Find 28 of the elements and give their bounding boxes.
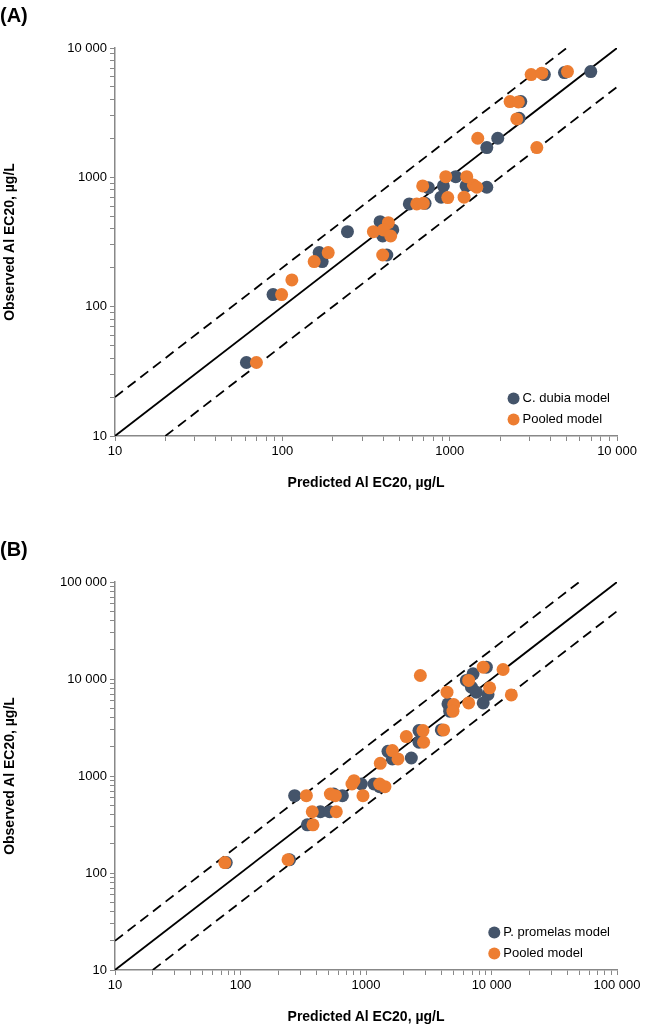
y-axis-title: Observed Al EC20, µg/L	[1, 162, 18, 321]
legend-label: C. dubia model	[522, 390, 611, 406]
legend-label: Pooled model	[503, 945, 583, 961]
legend-label: P. promelas model	[503, 924, 611, 940]
x-tick-label: 10	[107, 443, 123, 459]
y-axis-title: Observed Al EC20, µg/L	[1, 696, 18, 855]
y-tick-label: 1000	[78, 168, 107, 184]
legend-label: Pooled model	[522, 411, 603, 427]
x-tick-label: 10 000	[471, 977, 512, 993]
x-tick-label: 1000	[435, 443, 465, 459]
x-tick-label: 1000	[351, 977, 381, 993]
y-tick-label: 10 000	[67, 39, 107, 55]
y-tick-label: 10	[92, 961, 107, 977]
y-tick-label: 100 000	[60, 573, 107, 589]
x-tick-label: 100	[271, 443, 294, 459]
y-tick-label: 10 000	[67, 670, 107, 686]
y-tick-label: 100	[85, 298, 107, 314]
y-tick-label: 10	[92, 427, 107, 443]
x-tick-label: 100	[229, 977, 252, 993]
x-tick-label: 100 000	[593, 977, 641, 993]
y-tick-label: 1000	[78, 767, 107, 783]
x-tick-label: 10 000	[597, 443, 637, 459]
x-tick-label: 10	[107, 977, 123, 993]
chart-title: (B)	[0, 537, 28, 560]
x-axis-title: Predicted Al EC20, µg/L	[287, 1008, 445, 1025]
y-tick-label: 100	[85, 864, 107, 880]
x-axis-title: Predicted Al EC20, µg/L	[287, 474, 445, 491]
chart-title: (A)	[0, 3, 28, 26]
